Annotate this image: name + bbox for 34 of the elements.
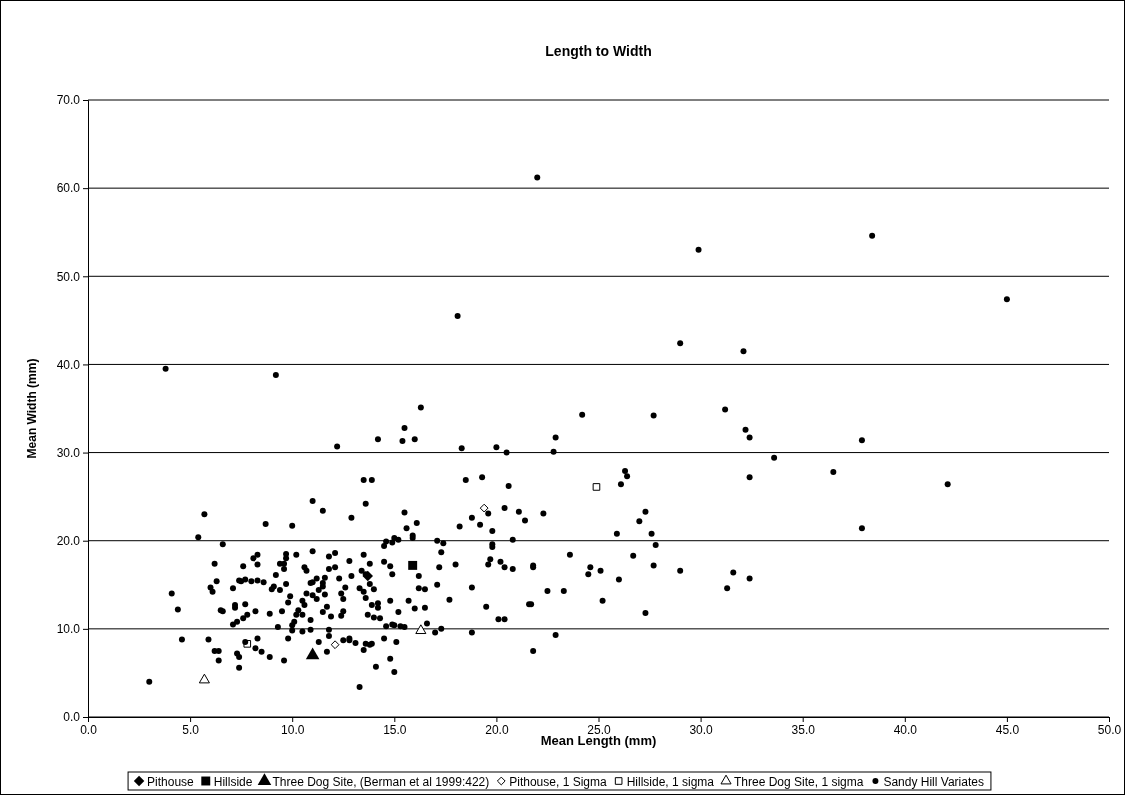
y-tick-label: 70.0 bbox=[56, 93, 81, 108]
point bbox=[330, 640, 340, 650]
x-tick-label: 10.0 bbox=[281, 722, 305, 737]
point bbox=[592, 483, 601, 491]
x-tick-label: 5.0 bbox=[182, 722, 200, 737]
chart-title: Length to Width bbox=[545, 43, 652, 59]
y-tick-label: 40.0 bbox=[56, 357, 81, 372]
point bbox=[305, 647, 320, 660]
y-tick-label: 50.0 bbox=[56, 269, 81, 284]
x-tick-label: 0.0 bbox=[80, 722, 98, 737]
y-tick-label: 30.0 bbox=[56, 445, 81, 460]
x-tick-label: 40.0 bbox=[893, 722, 918, 737]
legend-label: Three Dog Site, (Berman et al 1999:422) bbox=[272, 774, 490, 789]
point bbox=[415, 624, 427, 635]
x-tick-label: 50.0 bbox=[1097, 722, 1122, 737]
legend-label: Three Dog Site, 1 sigma bbox=[734, 774, 864, 789]
y-tick-label: 0.0 bbox=[63, 710, 81, 725]
point bbox=[408, 560, 418, 570]
y-tick-label: 60.0 bbox=[56, 181, 81, 196]
x-tick-label: 15.0 bbox=[383, 722, 407, 737]
y-tick-label: 10.0 bbox=[56, 622, 81, 637]
x-tick-label: 35.0 bbox=[791, 722, 816, 737]
x-tick-label: 20.0 bbox=[485, 722, 509, 737]
legend-label: Sandy Hill Variates bbox=[883, 774, 984, 789]
legend-label: Pithouse, 1 Sigma bbox=[509, 774, 607, 789]
legend-label: Hillside, 1 sigma bbox=[626, 774, 715, 789]
y-axis-title: Mean Width (mm) bbox=[25, 358, 39, 459]
legend-label: Pithouse bbox=[147, 774, 195, 789]
x-tick-label: 45.0 bbox=[995, 722, 1020, 737]
point bbox=[479, 503, 489, 513]
x-tick-label: 30.0 bbox=[689, 722, 714, 737]
point bbox=[198, 673, 210, 684]
y-tick-label: 20.0 bbox=[56, 534, 81, 549]
legend-label: Hillside bbox=[213, 774, 253, 789]
